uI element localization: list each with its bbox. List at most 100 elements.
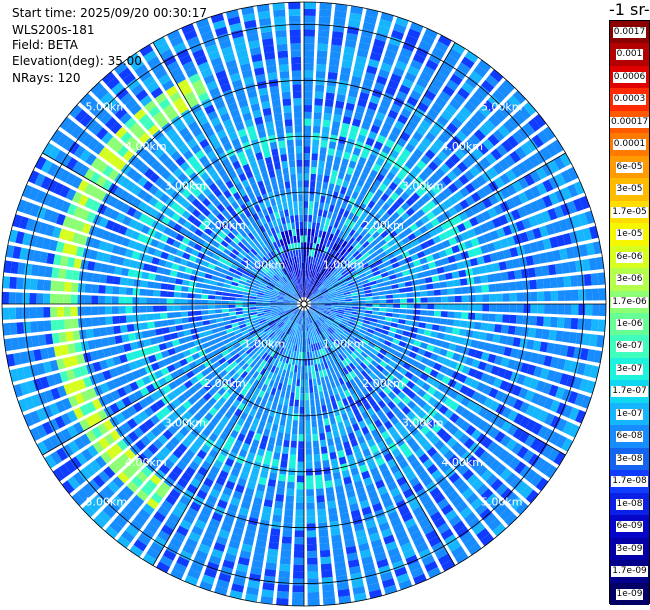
beta-gate <box>499 238 509 249</box>
beta-gate <box>490 148 503 161</box>
beta-gate <box>483 254 492 264</box>
beta-gate <box>423 366 433 375</box>
beta-gate <box>210 323 218 329</box>
beta-gate <box>525 404 536 417</box>
beta-gate <box>396 170 407 181</box>
beta-gate <box>216 317 224 323</box>
beta-gate <box>427 108 439 120</box>
beta-gate <box>426 344 435 352</box>
beta-gate <box>505 438 517 451</box>
beta-gate <box>307 591 320 600</box>
beta-gate <box>386 171 396 181</box>
beta-gate <box>359 127 369 137</box>
beta-gate <box>296 379 301 387</box>
beta-gate <box>417 399 427 409</box>
beta-gate <box>263 575 276 584</box>
beta-gate <box>332 259 339 267</box>
beta-gate <box>298 434 304 442</box>
beta-gate <box>328 141 337 150</box>
beta-gate <box>263 149 271 159</box>
beta-gate <box>376 352 385 360</box>
beta-gate <box>147 321 155 329</box>
beta-gate <box>334 285 342 290</box>
beta-gate <box>309 295 316 301</box>
beta-gate <box>367 363 376 372</box>
beta-gate <box>522 122 536 136</box>
beta-gate <box>413 431 424 442</box>
beta-gate <box>463 376 474 387</box>
beta-gate <box>596 334 605 348</box>
beta-gate <box>413 297 421 303</box>
beta-gate <box>316 495 325 503</box>
beta-gate <box>84 295 92 304</box>
beta-gate <box>328 388 334 397</box>
beta-gate <box>372 368 381 376</box>
beta-gate <box>315 291 322 297</box>
beta-gate <box>312 271 316 279</box>
beta-gate <box>536 441 548 455</box>
beta-gate <box>357 344 366 351</box>
beta-gate <box>385 86 397 96</box>
beta-gate <box>311 278 315 286</box>
beta-gate <box>329 291 337 296</box>
beta-gate <box>98 316 107 326</box>
beta-gate <box>416 250 426 259</box>
beta-gate <box>384 234 393 243</box>
beta-gate <box>305 447 312 455</box>
beta-gate <box>304 22 316 30</box>
beta-gate <box>472 147 484 160</box>
beta-gate <box>473 246 483 256</box>
beta-gate <box>459 143 471 156</box>
beta-gate <box>376 323 384 329</box>
beta-gate <box>321 277 327 284</box>
beta-gate <box>385 264 394 272</box>
beta-gate <box>287 412 293 421</box>
beta-gate <box>524 434 536 448</box>
beta-gate <box>491 262 501 272</box>
beta-gate <box>448 236 458 246</box>
beta-gate <box>541 444 554 459</box>
beta-gate <box>112 286 120 295</box>
beta-gate <box>396 358 406 367</box>
beta-gate <box>348 284 357 289</box>
beta-gate <box>380 98 391 109</box>
beta-gate <box>457 62 471 75</box>
beta-gate <box>573 181 585 195</box>
beta-gate <box>306 537 317 545</box>
beta-gate <box>375 278 384 284</box>
beta-gate <box>377 424 387 434</box>
beta-gate <box>579 378 590 392</box>
beta-gate <box>432 252 441 260</box>
beta-gate <box>325 232 331 240</box>
beta-gate <box>195 282 204 288</box>
beta-gate <box>300 386 304 394</box>
beta-gate <box>379 295 387 300</box>
beta-gate <box>36 307 44 319</box>
beta-gate <box>522 376 533 388</box>
beta-gate <box>311 286 316 293</box>
beta-gate <box>501 282 510 292</box>
beta-gate <box>365 255 373 263</box>
beta-gate <box>388 132 399 143</box>
beta-gate <box>311 315 316 322</box>
beta-gate <box>376 134 387 145</box>
beta-gate <box>38 334 47 346</box>
beta-gate <box>555 330 564 342</box>
beta-gate <box>413 291 421 297</box>
beta-gate <box>317 283 324 290</box>
beta-gate <box>263 499 273 508</box>
beta-gate <box>400 131 411 142</box>
beta-gate <box>255 304 263 307</box>
beta-gate <box>310 305 318 309</box>
beta-gate <box>528 118 541 132</box>
beta-gate <box>505 169 517 182</box>
beta-gate <box>323 224 329 232</box>
beta-gate <box>235 307 243 312</box>
beta-gate <box>537 130 550 145</box>
beta-gate <box>460 231 470 241</box>
beta-gate <box>524 469 538 483</box>
beta-gate <box>262 304 270 307</box>
beta-gate <box>148 329 157 337</box>
beta-gate <box>425 430 436 441</box>
beta-gate <box>420 291 428 297</box>
